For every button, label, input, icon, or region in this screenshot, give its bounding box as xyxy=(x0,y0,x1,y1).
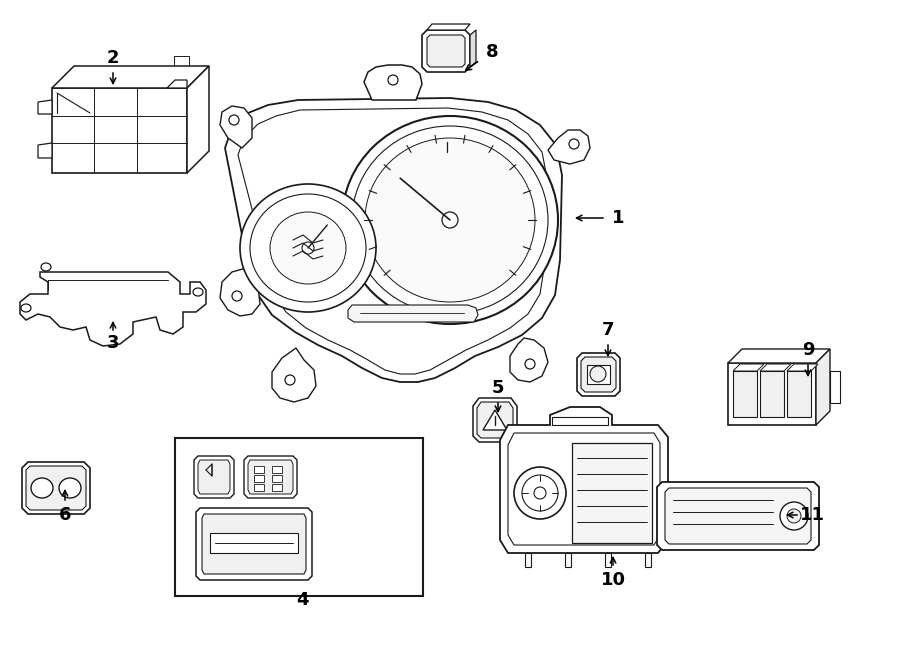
Polygon shape xyxy=(581,357,616,392)
Polygon shape xyxy=(733,371,757,417)
Polygon shape xyxy=(254,475,264,482)
Ellipse shape xyxy=(352,126,548,314)
Polygon shape xyxy=(364,65,422,100)
Polygon shape xyxy=(427,24,470,30)
Polygon shape xyxy=(202,514,306,574)
Text: 9: 9 xyxy=(802,341,814,359)
Polygon shape xyxy=(422,30,470,72)
Polygon shape xyxy=(577,353,620,396)
Ellipse shape xyxy=(525,359,535,369)
Ellipse shape xyxy=(59,478,81,498)
Ellipse shape xyxy=(569,139,579,149)
Polygon shape xyxy=(565,553,571,567)
Polygon shape xyxy=(787,364,818,371)
Text: 6: 6 xyxy=(58,506,71,524)
Polygon shape xyxy=(244,456,297,498)
Text: 7: 7 xyxy=(602,321,614,339)
Ellipse shape xyxy=(302,242,314,254)
Text: 10: 10 xyxy=(600,571,626,589)
Text: 3: 3 xyxy=(107,334,120,352)
Ellipse shape xyxy=(41,263,51,271)
Polygon shape xyxy=(665,488,811,544)
Polygon shape xyxy=(548,130,590,164)
Polygon shape xyxy=(572,443,652,543)
Polygon shape xyxy=(52,88,187,173)
Polygon shape xyxy=(728,363,816,425)
Bar xyxy=(175,438,423,596)
Polygon shape xyxy=(427,35,465,67)
Polygon shape xyxy=(733,364,764,371)
Polygon shape xyxy=(760,364,791,371)
Polygon shape xyxy=(272,466,282,473)
Polygon shape xyxy=(508,433,660,545)
Polygon shape xyxy=(645,553,651,567)
Polygon shape xyxy=(52,66,209,88)
Ellipse shape xyxy=(232,291,242,301)
Text: 4: 4 xyxy=(296,591,309,609)
Polygon shape xyxy=(830,371,840,403)
Text: 5: 5 xyxy=(491,379,504,397)
Ellipse shape xyxy=(534,487,546,499)
Polygon shape xyxy=(483,410,507,430)
Polygon shape xyxy=(657,482,819,550)
Polygon shape xyxy=(187,66,209,173)
Ellipse shape xyxy=(285,375,295,385)
Polygon shape xyxy=(26,466,86,510)
Polygon shape xyxy=(194,456,234,498)
Polygon shape xyxy=(220,268,260,316)
Polygon shape xyxy=(20,272,206,346)
Ellipse shape xyxy=(31,478,53,498)
Ellipse shape xyxy=(21,304,31,312)
Ellipse shape xyxy=(590,366,606,382)
Polygon shape xyxy=(198,460,230,494)
Ellipse shape xyxy=(780,502,808,530)
Polygon shape xyxy=(254,484,264,491)
Polygon shape xyxy=(552,417,608,425)
Ellipse shape xyxy=(342,116,558,324)
Polygon shape xyxy=(605,553,611,567)
Ellipse shape xyxy=(514,467,566,519)
Polygon shape xyxy=(220,106,252,148)
Text: 1: 1 xyxy=(612,209,625,227)
Ellipse shape xyxy=(229,115,239,125)
Ellipse shape xyxy=(270,212,346,284)
Text: 2: 2 xyxy=(107,49,120,67)
Text: 11: 11 xyxy=(799,506,824,524)
Polygon shape xyxy=(272,348,316,402)
Polygon shape xyxy=(225,98,562,382)
Ellipse shape xyxy=(522,475,558,511)
Polygon shape xyxy=(500,407,668,553)
Polygon shape xyxy=(254,466,264,473)
Polygon shape xyxy=(728,349,830,363)
Ellipse shape xyxy=(240,184,376,312)
Ellipse shape xyxy=(193,288,203,296)
Polygon shape xyxy=(470,30,476,67)
Polygon shape xyxy=(167,80,187,88)
Polygon shape xyxy=(196,508,312,580)
Polygon shape xyxy=(787,371,811,417)
Ellipse shape xyxy=(365,138,535,302)
Polygon shape xyxy=(816,349,830,425)
Polygon shape xyxy=(272,475,282,482)
Ellipse shape xyxy=(787,509,801,523)
Polygon shape xyxy=(238,108,547,374)
Text: 8: 8 xyxy=(486,43,499,61)
Polygon shape xyxy=(525,553,531,567)
Polygon shape xyxy=(22,462,90,514)
Polygon shape xyxy=(348,305,478,322)
Polygon shape xyxy=(248,460,293,494)
Polygon shape xyxy=(473,398,517,442)
Polygon shape xyxy=(760,371,784,417)
Polygon shape xyxy=(587,365,610,384)
Polygon shape xyxy=(210,533,298,553)
Polygon shape xyxy=(477,402,513,438)
Ellipse shape xyxy=(250,194,366,302)
Ellipse shape xyxy=(442,212,458,228)
Polygon shape xyxy=(38,100,52,114)
Ellipse shape xyxy=(388,75,398,85)
Polygon shape xyxy=(510,338,548,382)
Polygon shape xyxy=(38,143,52,158)
Polygon shape xyxy=(272,484,282,491)
